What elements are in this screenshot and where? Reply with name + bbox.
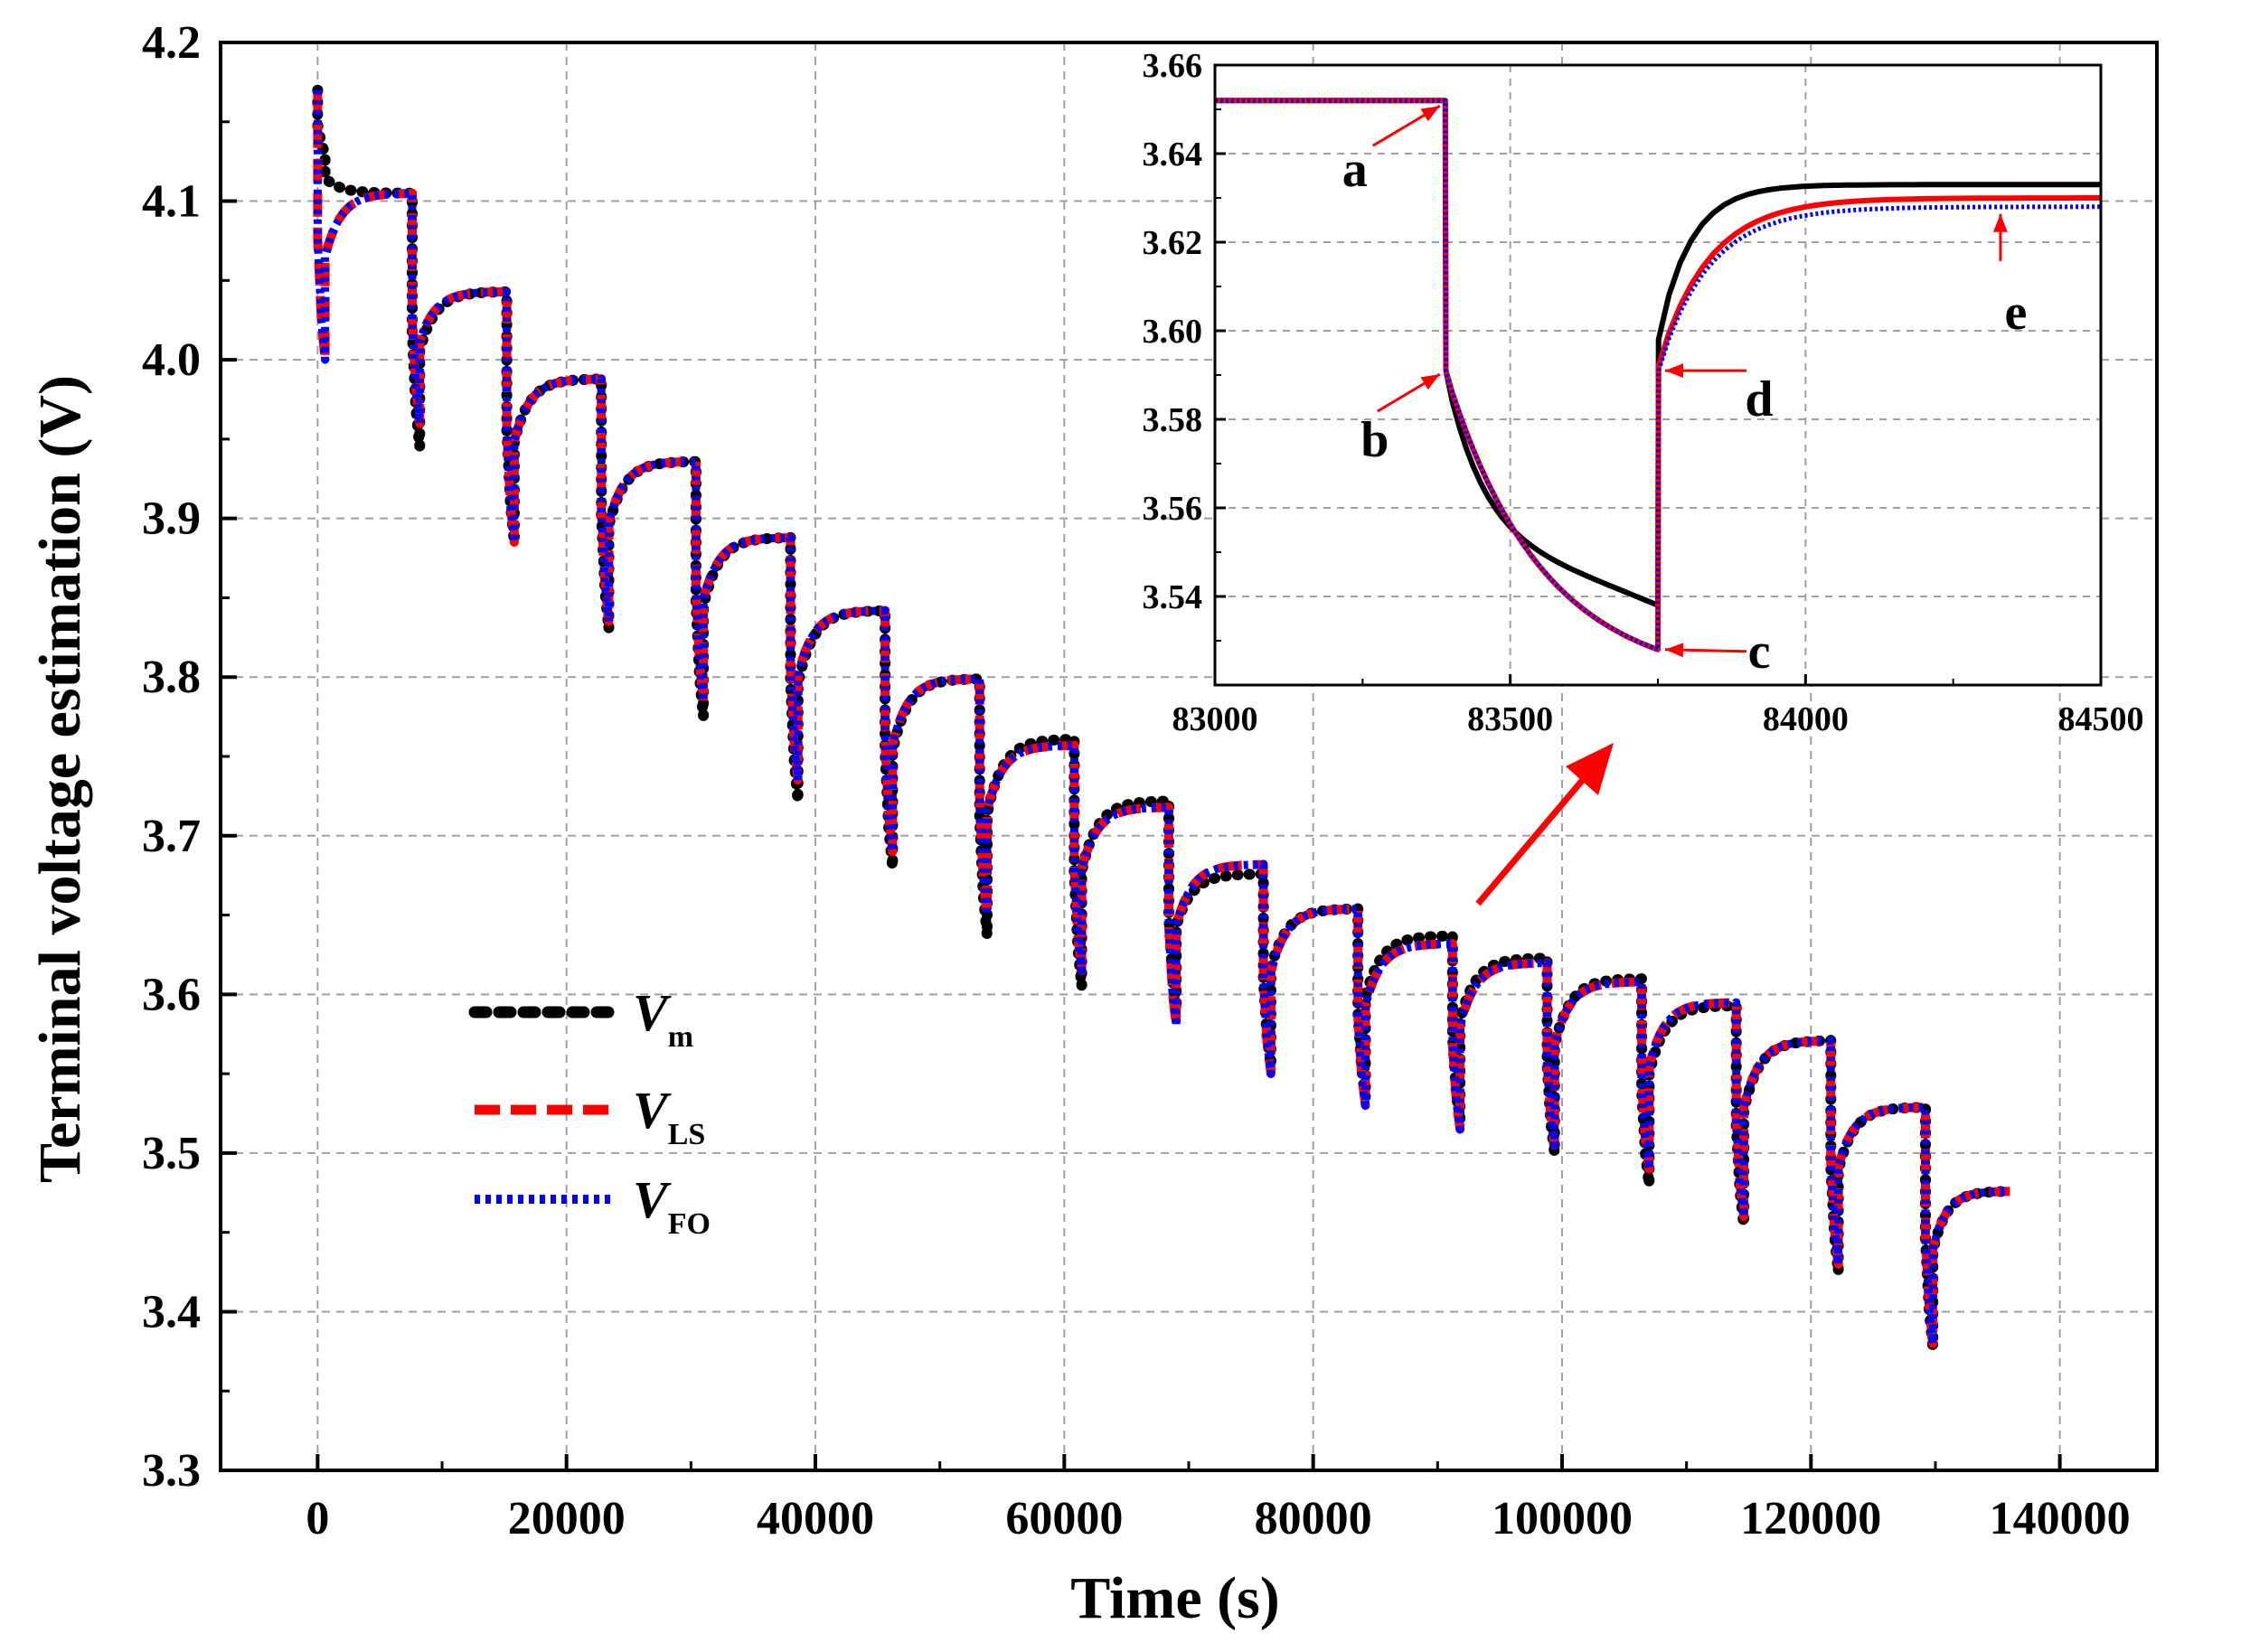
inset-x-tick-label: 83000 [1172,700,1258,738]
annotation-arrowhead-c [1665,643,1684,658]
annotation-label-b: b [1360,412,1389,468]
annotation-label-d: d [1745,371,1773,427]
main-y-tick-label: 3.7 [142,811,201,862]
legend-vfo-main: V [633,1170,672,1229]
legend-vls-main: V [633,1081,672,1140]
annotation-label-a: a [1342,142,1368,198]
inset-y-tick-label: 3.60 [1143,313,1203,351]
inset-x-tick-label: 83500 [1467,700,1553,738]
annotation-arrowhead-b [1420,374,1440,390]
zoom-arrow-shaft [1475,773,1589,906]
main-x-tick-label: 60000 [1005,1493,1123,1544]
legend-label-vm: Vm [633,983,693,1054]
inset-y-tick-label: 3.54 [1143,578,1203,616]
annotation-arrowhead-e [1992,213,2008,232]
zoom-arrow [1475,743,1614,906]
inset-y-tick-label: 3.66 [1143,47,1203,85]
legend-vm-sub: m [668,1020,693,1054]
legend-label-vfo: VFO [633,1170,711,1241]
annotation-label-e: e [2005,285,2028,341]
legend: Vm VLS VFO [468,983,711,1241]
main-x-tick-label: 20000 [508,1493,626,1544]
main-y-tick-label: 3.4 [142,1286,201,1338]
legend-vfo-sub: FO [668,1207,711,1241]
inset-annotations: a b c d e [1342,104,2028,680]
series-vfo-line [313,89,2011,1348]
inset-y-tick-label: 3.62 [1143,224,1203,262]
main-x-tick-label: 100000 [1492,1493,1633,1544]
inset-y-tick-label: 3.58 [1143,401,1203,439]
main-y-tick-label: 4.1 [142,176,201,228]
inset-series-group [1215,98,2101,652]
inset-y-tick-label: 3.64 [1143,136,1203,174]
main-series-group [312,84,2016,1353]
x-axis-title: Time (s) [1070,1565,1280,1631]
annotation-arrowhead-a [1420,106,1440,122]
inset-series-vls [1215,98,2101,652]
main-y-tick-label: 3.9 [142,493,201,545]
inset-y-tick-label: 3.56 [1143,490,1203,528]
inset-x-tick-label: 84000 [1763,700,1849,738]
main-x-tick-label: 140000 [1990,1493,2131,1544]
main-ticks: 0 20000 40000 60000 80000 100000 120000 140000 3… [142,17,2131,1544]
annotation-arrowhead-d [1665,363,1683,379]
main-y-tick-label: 3.6 [142,969,201,1020]
main-x-tick-label: 80000 [1255,1493,1372,1544]
main-y-tick-label: 3.8 [142,652,201,703]
legend-vm-main: V [633,983,672,1042]
main-y-tick-label: 4.0 [142,334,201,386]
main-x-tick-label: 120000 [1740,1493,1881,1544]
main-y-tick-label: 4.2 [142,17,201,69]
main-y-tick-label: 3.5 [142,1128,201,1179]
main-y-tick-label: 3.3 [142,1445,201,1497]
inset-x-tick-label: 84500 [2058,700,2144,738]
legend-vls-sub: LS [668,1118,706,1151]
main-x-tick-label: 0 [306,1493,329,1544]
y-axis-title: Terminal voltage estimation (V) [27,375,93,1183]
main-x-tick-label: 40000 [757,1493,874,1544]
inset-ticks: 83000 83500 84000 84500 3.54 3.56 3.58 3.60 3.62… [1143,47,2144,738]
annotation-label-c: c [1748,624,1771,680]
zoom-arrow-head [1566,743,1614,795]
legend-label-vls: VLS [633,1081,705,1151]
inset-grid [1215,65,2101,685]
